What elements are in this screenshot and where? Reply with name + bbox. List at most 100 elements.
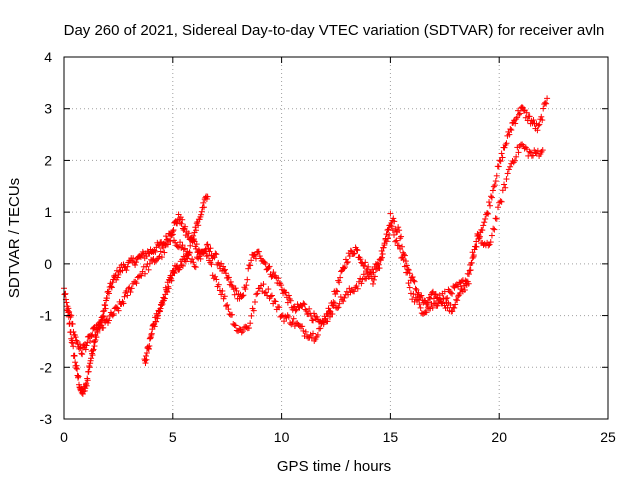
data-point bbox=[192, 264, 199, 271]
data-point bbox=[401, 263, 408, 270]
data-point bbox=[62, 290, 69, 297]
data-point bbox=[502, 184, 509, 191]
data-point bbox=[180, 253, 187, 260]
data-point bbox=[501, 144, 508, 151]
data-point bbox=[278, 282, 285, 289]
data-point bbox=[272, 298, 279, 305]
data-point bbox=[179, 262, 186, 269]
data-point bbox=[69, 320, 76, 327]
data-point bbox=[516, 110, 523, 117]
data-point bbox=[333, 287, 340, 294]
data-point bbox=[145, 266, 152, 273]
data-point bbox=[200, 199, 207, 206]
data-point bbox=[164, 241, 171, 248]
data-point bbox=[146, 260, 153, 267]
data-point bbox=[158, 254, 165, 261]
data-point bbox=[451, 304, 458, 311]
data-point bbox=[427, 295, 434, 302]
data-point bbox=[244, 276, 251, 283]
data-point bbox=[453, 296, 460, 303]
data-point bbox=[128, 285, 135, 292]
data-point bbox=[275, 275, 282, 282]
data-point bbox=[335, 304, 342, 311]
data-point bbox=[132, 262, 139, 269]
data-point bbox=[468, 260, 475, 267]
data-point bbox=[177, 219, 184, 226]
data-point bbox=[78, 350, 85, 357]
data-point bbox=[501, 181, 508, 188]
data-point bbox=[203, 241, 210, 248]
data-point bbox=[354, 285, 361, 292]
data-point bbox=[425, 299, 432, 306]
data-point bbox=[113, 304, 120, 311]
data-point bbox=[104, 295, 111, 302]
data-point bbox=[202, 248, 209, 255]
data-point bbox=[222, 270, 229, 277]
data-point bbox=[287, 297, 294, 304]
data-point bbox=[334, 305, 341, 312]
data-point bbox=[220, 263, 227, 270]
data-point bbox=[385, 226, 392, 233]
data-point bbox=[507, 163, 514, 170]
data-point bbox=[538, 113, 545, 120]
data-point bbox=[487, 193, 494, 200]
data-point bbox=[317, 325, 324, 332]
data-point bbox=[170, 227, 177, 234]
data-point bbox=[480, 222, 487, 229]
data-point bbox=[413, 297, 420, 304]
data-point bbox=[370, 276, 377, 283]
data-point bbox=[438, 299, 445, 306]
data-point bbox=[102, 305, 109, 312]
data-point bbox=[518, 104, 525, 111]
data-point bbox=[378, 247, 385, 254]
data-point bbox=[146, 342, 153, 349]
data-point bbox=[120, 300, 127, 307]
data-point bbox=[204, 252, 211, 259]
data-point bbox=[262, 289, 269, 296]
data-point bbox=[354, 247, 361, 254]
data-point bbox=[432, 291, 439, 298]
data-point bbox=[365, 263, 372, 270]
y-tick-label: 3 bbox=[44, 101, 52, 117]
data-point bbox=[123, 267, 130, 274]
data-point bbox=[530, 152, 537, 159]
data-point bbox=[222, 302, 229, 309]
data-point bbox=[336, 300, 343, 307]
data-point bbox=[314, 331, 321, 338]
data-point bbox=[182, 258, 189, 265]
data-point bbox=[108, 284, 115, 291]
data-point bbox=[204, 241, 211, 248]
data-point bbox=[247, 320, 254, 327]
data-point bbox=[539, 147, 546, 154]
data-point bbox=[289, 319, 296, 326]
data-point bbox=[228, 282, 235, 289]
x-tick-label: 20 bbox=[491, 429, 507, 445]
data-point bbox=[213, 251, 220, 258]
data-point bbox=[398, 233, 405, 240]
data-point bbox=[434, 302, 441, 309]
data-point bbox=[535, 122, 542, 129]
data-point bbox=[465, 271, 472, 278]
data-point bbox=[132, 278, 139, 285]
data-point bbox=[431, 291, 438, 298]
data-point bbox=[491, 226, 498, 233]
data-point bbox=[313, 313, 320, 320]
data-point bbox=[116, 268, 123, 275]
data-point bbox=[225, 274, 232, 281]
data-point bbox=[485, 210, 492, 217]
data-point bbox=[232, 285, 239, 292]
data-point bbox=[384, 227, 391, 234]
data-point bbox=[515, 149, 522, 156]
data-point bbox=[340, 265, 347, 272]
data-point bbox=[372, 260, 379, 267]
data-point bbox=[138, 272, 145, 279]
data-point bbox=[387, 210, 394, 217]
data-point bbox=[104, 289, 111, 296]
data-point bbox=[462, 277, 469, 284]
data-point bbox=[486, 199, 493, 206]
data-point bbox=[482, 215, 489, 222]
data-point bbox=[255, 248, 262, 255]
data-point bbox=[461, 286, 468, 293]
data-point bbox=[281, 318, 288, 325]
data-point bbox=[127, 289, 134, 296]
